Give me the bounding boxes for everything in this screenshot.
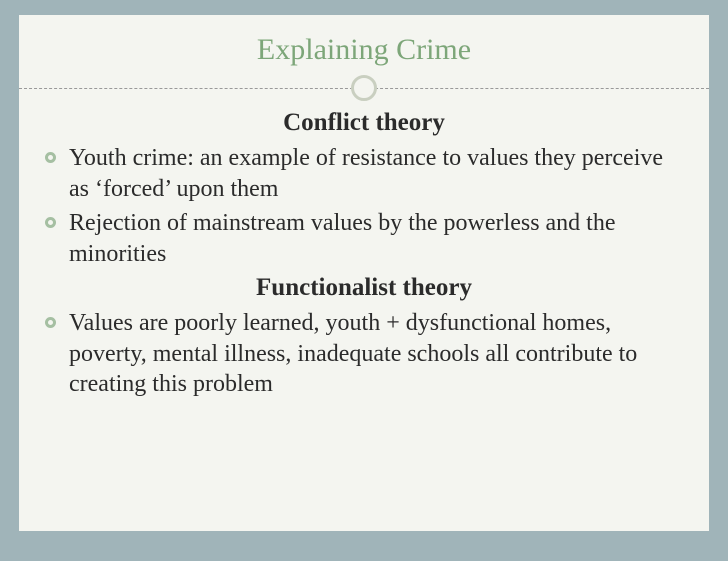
list-item: Values are poorly learned, youth + dysfu… (45, 308, 683, 400)
title-divider (19, 75, 709, 103)
list-item: Youth crime: an example of resistance to… (45, 143, 683, 204)
slide: Explaining Crime Conflict theory Youth c… (19, 15, 709, 531)
section-heading: Conflict theory (45, 109, 683, 137)
slide-title: Explaining Crime (19, 33, 709, 67)
list-item: Rejection of mainstream values by the po… (45, 208, 683, 269)
divider-circle-icon (351, 75, 377, 101)
bullet-list: Youth crime: an example of resistance to… (45, 143, 683, 270)
section-heading: Functionalist theory (45, 274, 683, 302)
slide-content: Conflict theory Youth crime: an example … (19, 109, 709, 400)
bullet-list: Values are poorly learned, youth + dysfu… (45, 308, 683, 400)
